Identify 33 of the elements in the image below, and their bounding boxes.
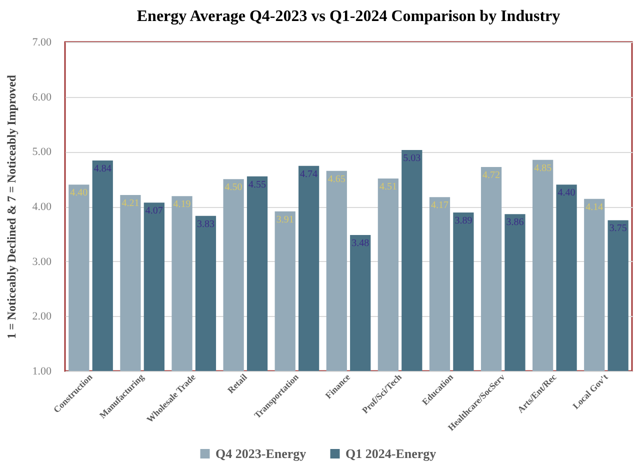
data-label: 3.91 — [276, 214, 294, 226]
data-label: 4.74 — [300, 168, 318, 180]
data-label: 3.75 — [609, 223, 627, 234]
y-tick-label: 7.00 — [32, 36, 52, 48]
data-label: 4.55 — [248, 179, 266, 190]
legend-label: Q1 2024-Energy — [346, 446, 437, 461]
data-label: 4.07 — [145, 206, 163, 217]
data-label: 3.83 — [196, 218, 214, 230]
data-label: 4.50 — [224, 182, 242, 194]
y-axis-title: 1 = Noticeably Declined & 7 = Noticeably Improved — [4, 74, 18, 340]
data-label: 4.17 — [430, 200, 448, 212]
data-label: 4.21 — [122, 198, 140, 209]
data-label: 4.85 — [534, 162, 552, 174]
data-label: 4.51 — [379, 182, 397, 193]
data-label: 3.86 — [506, 217, 524, 228]
data-label: 4.19 — [173, 199, 191, 210]
data-label: 4.72 — [482, 170, 500, 182]
y-tick-label: 4.00 — [32, 201, 52, 213]
y-tick-label: 5.00 — [32, 146, 52, 158]
data-label: 4.84 — [94, 163, 112, 174]
data-label: 3.89 — [454, 216, 472, 227]
data-label: 5.03 — [403, 153, 421, 164]
legend-label: Q4 2023-Energy — [216, 446, 307, 461]
chart-title: Energy Average Q4-2023 vs Q1-2024 Comparison by Industry — [136, 8, 560, 25]
data-label: 4.40 — [558, 188, 576, 199]
y-tick-label: 1.00 — [32, 366, 52, 378]
data-label: 4.14 — [586, 202, 604, 213]
y-tick-label: 3.00 — [32, 256, 52, 268]
data-label: 3.48 — [352, 238, 370, 250]
data-label: 4.65 — [328, 174, 346, 185]
y-tick-label: 6.00 — [32, 91, 52, 104]
y-tick-label: 2.00 — [32, 310, 52, 323]
data-label: 4.40 — [70, 188, 88, 199]
